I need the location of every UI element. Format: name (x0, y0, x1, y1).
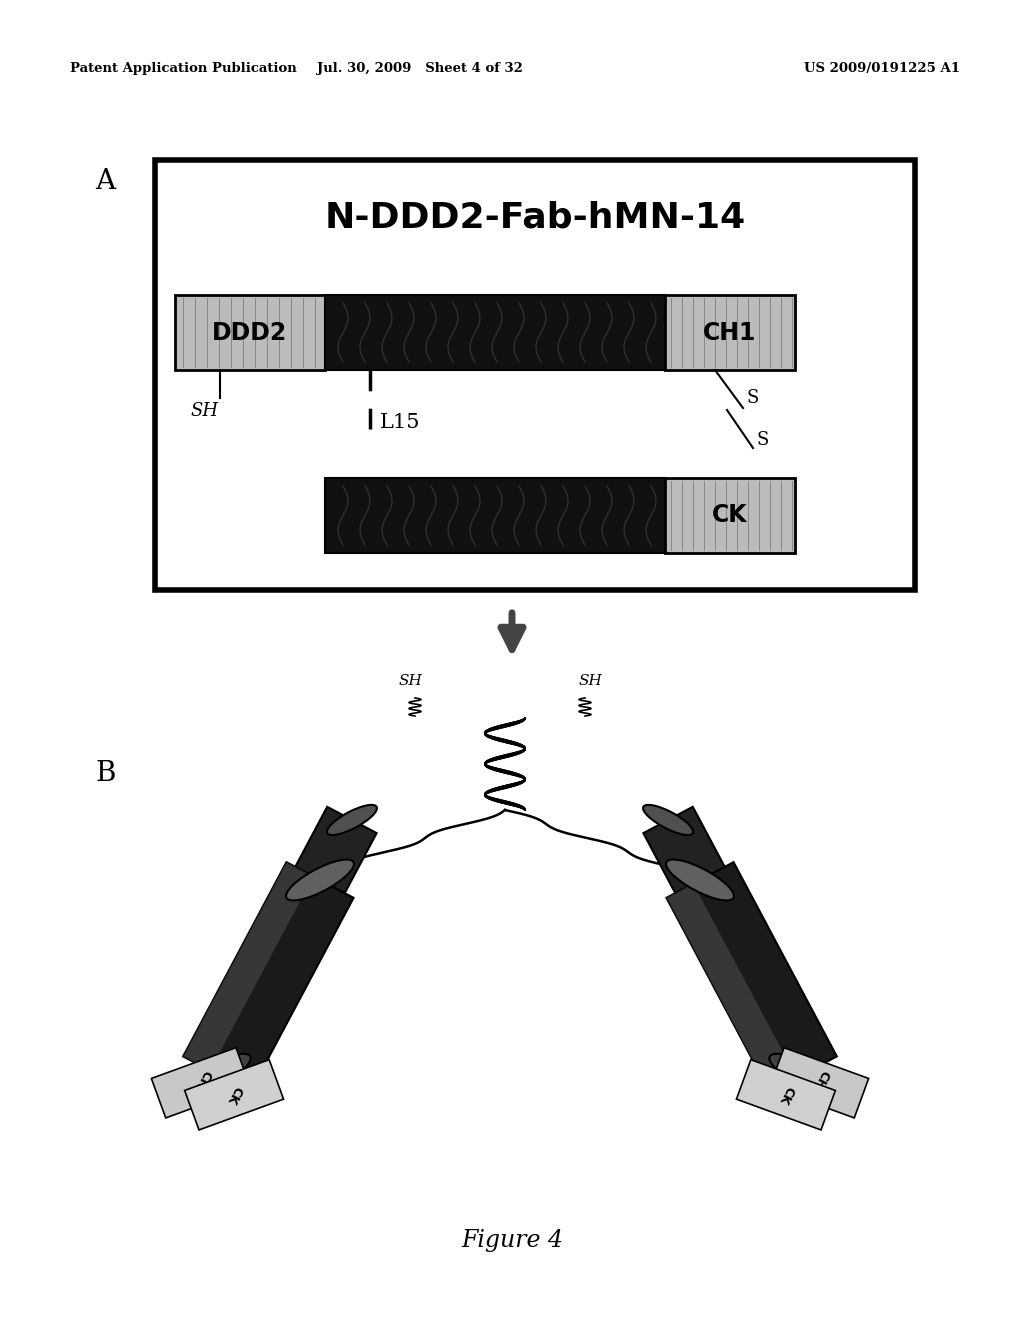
Polygon shape (183, 862, 353, 1092)
FancyBboxPatch shape (325, 478, 665, 553)
Ellipse shape (286, 859, 354, 900)
Polygon shape (643, 807, 725, 894)
Polygon shape (184, 1060, 284, 1130)
Text: CK: CK (776, 1084, 796, 1106)
Text: CH1: CH1 (807, 1068, 831, 1098)
Text: B: B (95, 760, 116, 787)
FancyBboxPatch shape (325, 294, 665, 370)
Text: Patent Application Publication: Patent Application Publication (70, 62, 297, 75)
Text: DDD2: DDD2 (212, 321, 288, 345)
Ellipse shape (643, 805, 693, 836)
Bar (155, 160, 915, 590)
Ellipse shape (666, 859, 734, 900)
FancyBboxPatch shape (175, 294, 325, 370)
Polygon shape (736, 1060, 836, 1130)
Text: S: S (757, 432, 769, 449)
Text: SH: SH (190, 403, 218, 420)
Text: L15: L15 (380, 412, 421, 432)
Text: CK: CK (712, 503, 748, 528)
Text: SH: SH (579, 675, 602, 688)
Polygon shape (770, 1048, 868, 1118)
Polygon shape (295, 807, 377, 894)
Ellipse shape (182, 1053, 251, 1094)
Polygon shape (667, 862, 837, 1092)
Text: CH1: CH1 (703, 321, 757, 345)
Text: N-DDD2-Fab-hMN-14: N-DDD2-Fab-hMN-14 (325, 201, 745, 234)
Text: SH: SH (398, 675, 422, 688)
Text: A: A (95, 168, 115, 195)
Text: US 2009/0191225 A1: US 2009/0191225 A1 (804, 62, 961, 75)
Text: S: S (746, 389, 760, 407)
Polygon shape (183, 862, 313, 1071)
Polygon shape (667, 883, 797, 1092)
Polygon shape (152, 1048, 250, 1118)
FancyBboxPatch shape (665, 478, 795, 553)
Text: CK: CK (224, 1084, 245, 1106)
FancyBboxPatch shape (665, 294, 795, 370)
Text: Jul. 30, 2009   Sheet 4 of 32: Jul. 30, 2009 Sheet 4 of 32 (317, 62, 523, 75)
Ellipse shape (327, 805, 377, 836)
Ellipse shape (769, 1053, 838, 1094)
Text: Figure 4: Figure 4 (461, 1229, 563, 1251)
Text: CH1: CH1 (188, 1068, 213, 1098)
